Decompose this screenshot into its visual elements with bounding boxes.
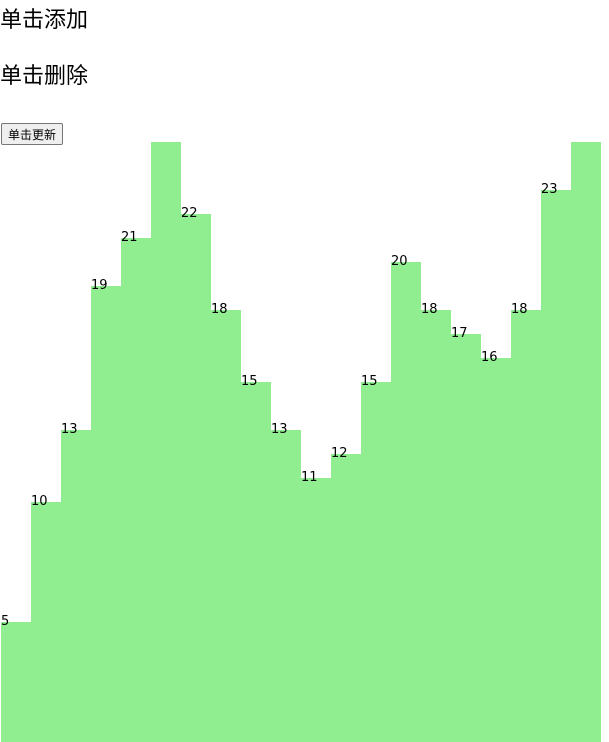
bar — [331, 454, 361, 742]
bar — [121, 238, 151, 742]
bar — [571, 142, 601, 742]
bar — [91, 286, 121, 742]
bar-value-label: 15 — [361, 374, 378, 389]
bar — [301, 478, 331, 742]
update-button[interactable]: 单击更新 — [1, 123, 64, 145]
bar — [451, 334, 481, 742]
bar — [211, 310, 241, 742]
delete-heading[interactable]: 单击删除 — [0, 64, 89, 89]
bar-value-label: 15 — [241, 374, 258, 389]
bar-value-label: 16 — [481, 350, 498, 365]
bar — [511, 310, 541, 742]
bar — [421, 310, 451, 742]
bar — [1, 622, 31, 742]
bar-value-label: 22 — [181, 206, 198, 221]
bar-value-label: 19 — [91, 278, 108, 293]
bar — [541, 190, 571, 742]
bar-value-label: 20 — [391, 254, 408, 269]
bar-value-label: 11 — [301, 470, 318, 485]
bar — [31, 502, 61, 742]
bar-value-label: 23 — [541, 182, 558, 197]
bar-value-label: 10 — [31, 494, 48, 509]
bar-value-label: 13 — [271, 422, 288, 437]
bar — [181, 214, 211, 742]
bar-value-label: 17 — [451, 326, 468, 341]
bar — [361, 382, 391, 742]
bar-value-label: 12 — [331, 446, 348, 461]
bar — [151, 142, 181, 742]
bar — [61, 430, 91, 742]
bar-value-label: 18 — [511, 302, 528, 317]
bar-value-label: 13 — [61, 422, 78, 437]
bar-value-label: 5 — [1, 614, 9, 629]
add-heading[interactable]: 单击添加 — [0, 8, 89, 33]
bar — [481, 358, 511, 742]
bar — [271, 430, 301, 742]
bar — [241, 382, 271, 742]
bar-value-label: 18 — [211, 302, 228, 317]
bar-value-label: 21 — [121, 230, 138, 245]
bar-value-label: 18 — [421, 302, 438, 317]
bar — [391, 262, 421, 742]
